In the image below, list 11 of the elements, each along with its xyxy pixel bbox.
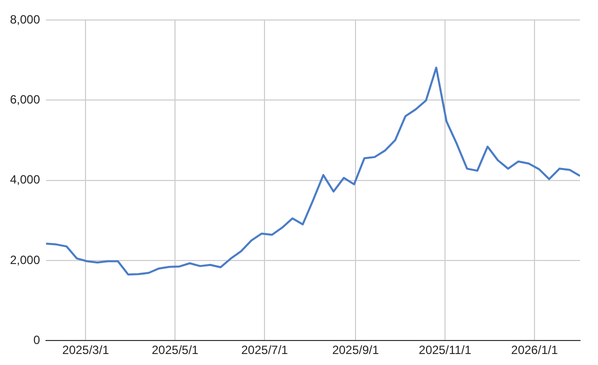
y-tick-label: 6,000 [10, 92, 40, 106]
y-tick-label: 2,000 [10, 252, 40, 267]
y-tick-label: 4,000 [10, 172, 40, 187]
x-tick-label: 2025/7/1 [241, 343, 288, 358]
x-tick-label: 2025/3/1 [62, 343, 110, 358]
x-tick-label: 2025/9/1 [332, 343, 380, 358]
x-tick-label: 2026/1/1 [511, 343, 558, 358]
x-tick-label: 2025/11/1 [418, 343, 472, 358]
x-tick-label: 2025/5/1 [152, 343, 199, 358]
y-tick-label: 8,000 [10, 12, 40, 26]
y-tick-label: 0 [33, 332, 40, 347]
